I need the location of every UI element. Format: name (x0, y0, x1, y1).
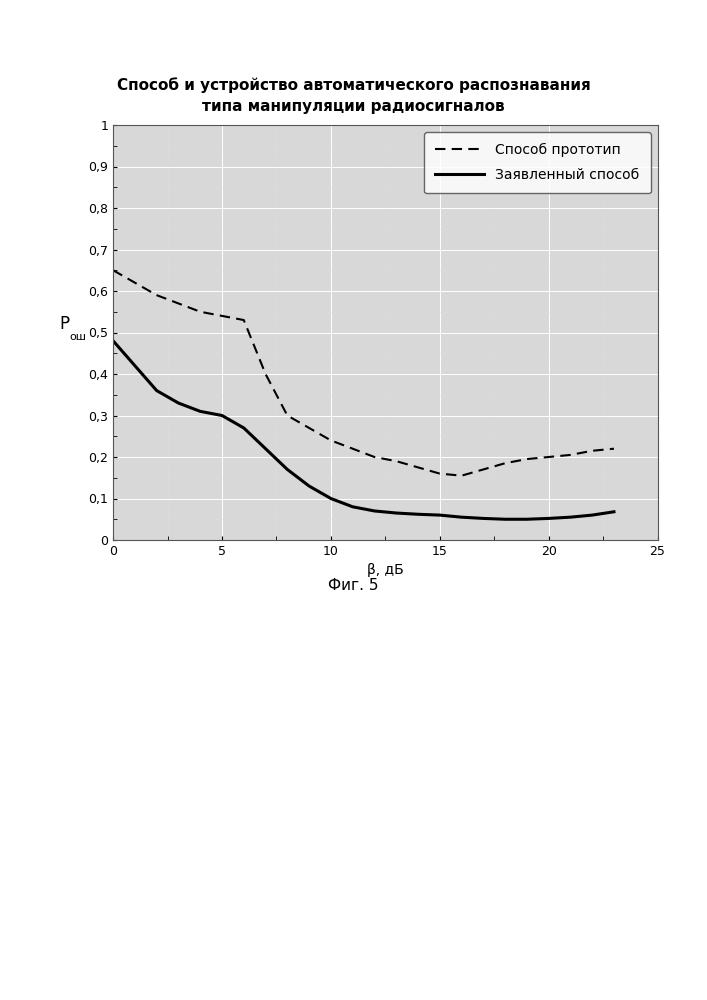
Способ прототип (370, 451, 379, 463)
Text: ош: ош (69, 332, 86, 342)
Text: Р: Р (59, 315, 69, 333)
Заявленный способ (457, 511, 466, 523)
Заявленный способ (392, 507, 400, 519)
Способ прототип (327, 434, 335, 446)
Заявленный способ (218, 410, 226, 422)
Заявленный способ (479, 512, 488, 524)
Способ прототип (153, 289, 161, 301)
Заявленный способ (262, 443, 270, 455)
Заявленный способ (588, 509, 597, 521)
Legend: Способ прототип, Заявленный способ: Способ прототип, Заявленный способ (424, 132, 650, 193)
Способ прототип (501, 457, 509, 469)
Заявленный способ (566, 511, 575, 523)
Заявленный способ (501, 513, 509, 525)
Способ прототип (436, 468, 444, 480)
Заявленный способ (196, 405, 204, 417)
Способ прототип (240, 314, 248, 326)
Text: Фиг. 5: Фиг. 5 (328, 578, 379, 592)
Способ прототип (457, 470, 466, 482)
Заявленный способ (436, 509, 444, 521)
Способ прототип (109, 264, 117, 276)
Line: Способ прототип: Способ прототип (113, 270, 614, 476)
Способ прототип (131, 277, 139, 289)
Line: Заявленный способ: Заявленный способ (113, 341, 614, 519)
Способ прототип (609, 443, 618, 455)
Способ прототип (262, 368, 270, 380)
Способ прототип (588, 445, 597, 457)
Заявленный способ (370, 505, 379, 517)
Заявленный способ (544, 512, 553, 524)
Заявленный способ (131, 360, 139, 372)
Заявленный способ (327, 492, 335, 504)
Способ прототип (414, 461, 422, 473)
Способ прототип (196, 306, 204, 318)
Способ прототип (566, 449, 575, 461)
Способ прототип (349, 443, 357, 455)
Способ прототип (479, 463, 488, 475)
Заявленный способ (109, 335, 117, 347)
Заявленный способ (174, 397, 182, 409)
Заявленный способ (283, 463, 291, 475)
Заявленный способ (414, 508, 422, 520)
Способ прототип (283, 410, 291, 422)
Заявленный способ (609, 506, 618, 518)
Способ прототип (522, 453, 531, 465)
Заявленный способ (349, 501, 357, 513)
Способ прототип (544, 451, 553, 463)
Text: типа манипуляции радиосигналов: типа манипуляции радиосигналов (202, 100, 505, 114)
Заявленный способ (153, 385, 161, 397)
Заявленный способ (305, 480, 313, 492)
Заявленный способ (240, 422, 248, 434)
Text: Способ и устройство автоматического распознавания: Способ и устройство автоматического расп… (117, 77, 590, 93)
Заявленный способ (522, 513, 531, 525)
Способ прототип (392, 455, 400, 467)
Способ прототип (174, 297, 182, 309)
X-axis label: β, дБ: β, дБ (367, 563, 404, 577)
Способ прототип (218, 310, 226, 322)
Способ прототип (305, 422, 313, 434)
